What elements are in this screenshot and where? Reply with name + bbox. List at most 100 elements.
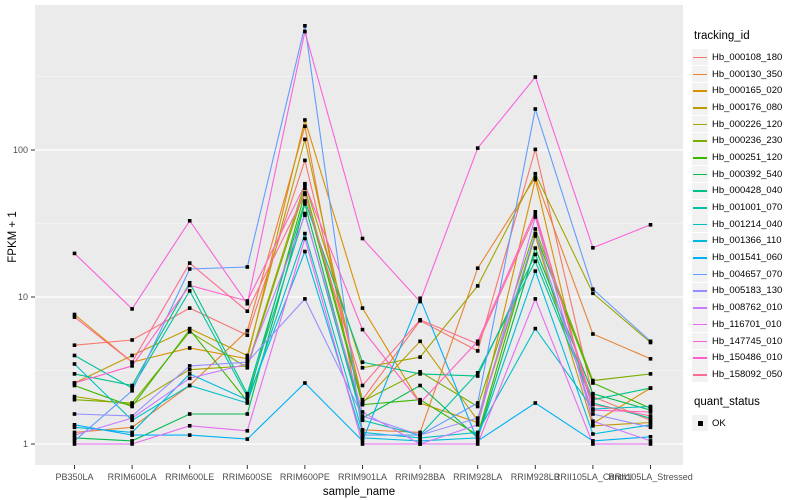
data-point	[130, 439, 134, 443]
legend-item-Hb_000251_120: Hb_000251_120	[692, 149, 798, 166]
data-point	[245, 391, 250, 396]
legend-line-sample	[693, 173, 707, 176]
data-point	[475, 284, 480, 288]
legend-key-swatch	[692, 132, 708, 149]
legend-item-label: Hb_000236_230	[712, 135, 783, 147]
legend-item-quant-OK: OK	[692, 415, 798, 432]
data-point	[245, 429, 250, 433]
legend-item-label: Hb_158092_050	[712, 368, 783, 380]
legend-item-label: Hb_005183_130	[712, 285, 783, 297]
legend-line-sample	[693, 240, 707, 242]
data-point	[130, 401, 134, 405]
data-point	[72, 372, 77, 376]
data-point	[591, 419, 595, 423]
legend-item-label: Hb_001366_110	[712, 235, 782, 247]
legend-item-Hb_001366_110: Hb_001366_110	[692, 232, 798, 250]
data-point	[591, 432, 595, 436]
legend-item-Hb_147745_010: Hb_147745_010	[692, 333, 798, 350]
data-point	[533, 210, 538, 214]
data-point	[475, 418, 480, 423]
data-point	[360, 399, 365, 404]
data-point	[130, 430, 134, 435]
data-point	[130, 364, 134, 368]
data-point	[303, 231, 307, 236]
data-point	[418, 370, 422, 374]
data-point	[533, 213, 538, 217]
legend-title-tracking-id: tracking_id	[694, 30, 750, 42]
data-point	[591, 421, 595, 426]
data-point	[418, 296, 422, 301]
data-point	[648, 425, 653, 430]
legend-item-label: Hb_000130_350	[712, 68, 783, 80]
data-point	[72, 412, 77, 416]
legend-point-sample	[698, 421, 703, 426]
legend-item-Hb_116701_010: Hb_116701_010	[692, 316, 798, 333]
legend-line-sample	[693, 223, 707, 226]
data-point	[187, 330, 192, 334]
legend-item-label: OK	[712, 417, 726, 429]
legend-line-sample	[693, 340, 707, 343]
legend-item-Hb_000108_180: Hb_000108_180	[692, 49, 798, 66]
legend-item-label: Hb_000108_180	[712, 51, 783, 63]
legend-key-swatch	[692, 216, 708, 233]
legend-line-sample	[693, 156, 707, 159]
data-point	[245, 364, 250, 368]
legend-quant-items: OK	[692, 415, 798, 432]
data-point	[475, 404, 480, 409]
data-point	[72, 439, 77, 443]
data-point	[475, 420, 480, 425]
data-point	[130, 360, 134, 364]
data-point	[648, 386, 653, 390]
x-tick-label: RRIM928LB	[511, 472, 560, 482]
data-point	[533, 175, 538, 180]
data-point	[360, 366, 365, 370]
legend-key-swatch	[692, 415, 708, 432]
legend-item-label: Hb_000176_080	[712, 101, 783, 113]
data-point	[130, 404, 134, 409]
data-point	[591, 402, 595, 407]
data-point	[591, 408, 595, 412]
legend-key-swatch	[692, 99, 708, 116]
legend-item-Hb_001001_070: Hb_001001_070	[692, 199, 798, 216]
data-point	[303, 249, 307, 254]
data-point	[303, 29, 307, 34]
data-point	[245, 437, 250, 441]
y-tick-label: 100	[13, 145, 28, 155]
data-point	[418, 339, 422, 344]
legend-key-swatch	[692, 232, 708, 249]
legend-key-swatch	[692, 199, 708, 216]
data-point	[533, 177, 538, 182]
data-point	[533, 326, 538, 331]
data-point	[72, 423, 77, 427]
data-point	[533, 227, 538, 231]
legend-item-label: Hb_001214_040	[712, 218, 783, 230]
data-point	[72, 362, 77, 366]
data-point	[648, 223, 653, 227]
data-point	[418, 355, 422, 359]
data-point	[72, 436, 77, 440]
data-point	[533, 231, 538, 236]
data-point	[418, 436, 422, 440]
legend-quant-section: quant_status OK	[692, 396, 798, 432]
data-point	[187, 372, 192, 376]
legend-item-label: Hb_000251_120	[712, 151, 783, 163]
data-point	[648, 410, 653, 414]
legend-item-Hb_000226_120: Hb_000226_120	[692, 116, 798, 133]
x-tick-label: RRIM928LA	[453, 472, 502, 482]
legend-key-swatch	[692, 116, 708, 133]
data-point	[130, 353, 134, 358]
data-point	[130, 386, 134, 390]
data-point	[648, 372, 653, 376]
legend-line-sample	[693, 373, 707, 376]
data-point	[187, 281, 192, 285]
data-point	[187, 289, 192, 293]
legend-item-Hb_158092_050: Hb_158092_050	[692, 366, 798, 383]
data-point	[187, 327, 192, 332]
data-point	[418, 439, 422, 443]
data-point	[533, 269, 538, 273]
data-point	[303, 297, 307, 301]
data-point	[648, 339, 653, 344]
data-point	[245, 397, 250, 402]
data-point	[187, 433, 192, 437]
